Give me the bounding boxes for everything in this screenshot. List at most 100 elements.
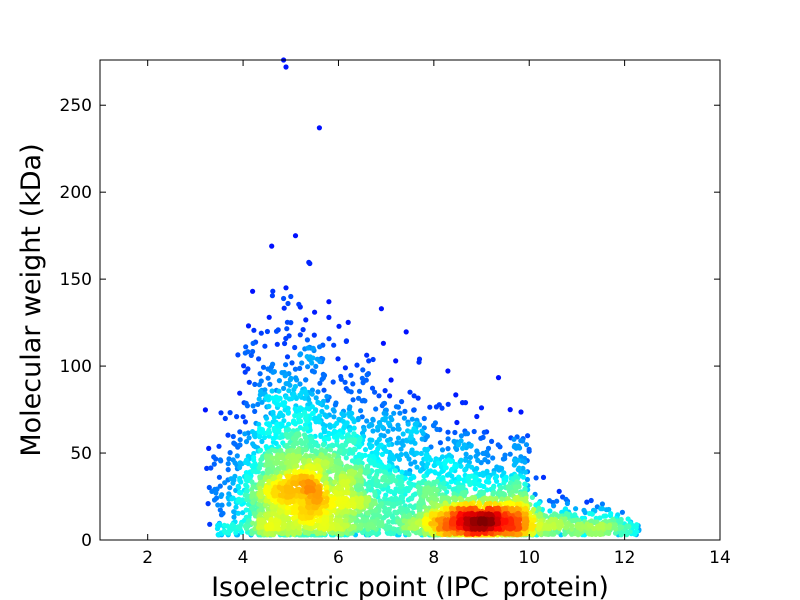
data-point [562, 506, 569, 512]
data-point [354, 362, 360, 368]
data-point [369, 530, 375, 536]
data-point [414, 450, 420, 456]
data-point [297, 365, 303, 371]
data-point [323, 480, 329, 486]
data-point [523, 442, 530, 448]
data-point [480, 472, 486, 478]
data-point [348, 389, 354, 395]
data-point [584, 499, 590, 505]
data-point [237, 524, 243, 530]
data-point [389, 514, 396, 520]
data-point [378, 442, 384, 448]
data-point [218, 493, 224, 499]
data-point [364, 499, 370, 505]
data-point [350, 509, 356, 516]
data-point [398, 446, 404, 452]
data-point [452, 429, 458, 436]
data-point [599, 521, 606, 527]
data-point [305, 345, 311, 351]
data-point [369, 443, 375, 449]
data-point [505, 484, 511, 490]
data-point [551, 511, 558, 517]
data-point [458, 433, 464, 439]
data-point [478, 405, 485, 411]
data-point [331, 434, 338, 440]
data-point [335, 525, 341, 531]
data-point [257, 485, 263, 492]
data-point [324, 496, 330, 502]
data-point [386, 519, 392, 525]
data-point [364, 418, 370, 424]
data-point [283, 285, 289, 291]
data-point [502, 531, 508, 537]
data-point [521, 526, 528, 532]
data-point [249, 463, 255, 469]
data-point [344, 490, 350, 496]
data-point [406, 456, 412, 462]
data-point [343, 508, 349, 514]
data-point [291, 475, 297, 481]
data-point [351, 431, 357, 437]
data-point [411, 407, 417, 413]
data-point [490, 455, 496, 461]
data-point [245, 323, 252, 329]
data-point [363, 377, 369, 383]
data-point [471, 428, 477, 435]
data-point [258, 388, 264, 394]
data-point [523, 481, 529, 487]
data-point [427, 490, 433, 496]
data-point [281, 305, 287, 311]
data-point [297, 352, 303, 358]
data-point [304, 337, 310, 343]
data-point [380, 340, 386, 346]
data-point [227, 485, 233, 491]
data-point [462, 431, 468, 437]
data-point [518, 409, 524, 415]
data-point [337, 497, 343, 503]
data-point [274, 341, 280, 347]
data-point [267, 381, 273, 387]
data-point [243, 482, 249, 488]
data-point [355, 487, 362, 493]
data-point [586, 523, 593, 529]
data-point [317, 344, 323, 350]
data-point [499, 465, 505, 471]
data-point [410, 504, 416, 511]
data-point [367, 457, 373, 463]
data-point [249, 530, 255, 536]
data-point [386, 442, 392, 448]
data-point [266, 427, 272, 433]
data-point [252, 381, 258, 387]
data-point [294, 431, 300, 437]
data-point [227, 410, 233, 416]
data-point [256, 421, 262, 427]
data-point [577, 531, 583, 537]
data-point [378, 306, 384, 312]
data-point [292, 366, 298, 372]
data-point [297, 332, 303, 338]
data-point [469, 464, 475, 470]
data-point [385, 437, 391, 444]
data-point [381, 410, 387, 416]
data-point [230, 480, 236, 486]
data-point [289, 360, 295, 366]
data-point [531, 517, 537, 523]
data-point [284, 505, 291, 511]
data-point [290, 530, 296, 536]
data-point [250, 288, 256, 294]
data-point [481, 429, 487, 435]
data-point [383, 448, 389, 454]
data-point [326, 436, 332, 442]
data-point [216, 474, 222, 480]
data-point [351, 425, 357, 431]
data-point [276, 402, 282, 408]
data-point [215, 532, 221, 538]
data-point [349, 530, 355, 536]
data-point [428, 521, 434, 527]
data-point [340, 481, 346, 487]
data-point [251, 327, 257, 333]
data-point [273, 328, 280, 334]
data-point [245, 366, 251, 372]
data-point [322, 436, 328, 442]
data-point [498, 485, 504, 491]
